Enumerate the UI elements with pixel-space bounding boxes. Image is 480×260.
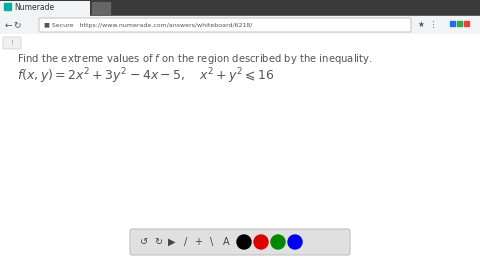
Text: ↺: ↺ bbox=[140, 237, 148, 247]
Bar bbox=[464, 21, 469, 26]
Text: Find the extreme values of $f$ on the region described by the inequality.: Find the extreme values of $f$ on the re… bbox=[17, 52, 372, 66]
Bar bbox=[457, 21, 462, 26]
Circle shape bbox=[271, 235, 285, 249]
Text: !: ! bbox=[11, 40, 13, 46]
Bar bbox=[0, 0, 480, 16]
Circle shape bbox=[254, 235, 268, 249]
Text: $f(x, y) = 2x^2 + 3y^2 - 4x - 5,\quad x^2 + y^2 \leqslant 16$: $f(x, y) = 2x^2 + 3y^2 - 4x - 5,\quad x^… bbox=[17, 66, 275, 86]
FancyBboxPatch shape bbox=[0, 1, 90, 16]
FancyBboxPatch shape bbox=[3, 37, 21, 49]
Text: \: \ bbox=[210, 237, 214, 247]
Text: ■ Secure   https://www.numerade.com/answers/whiteboard/6218/: ■ Secure https://www.numerade.com/answer… bbox=[44, 23, 252, 28]
Circle shape bbox=[237, 235, 251, 249]
Bar bbox=[4, 3, 11, 10]
Text: A: A bbox=[223, 237, 229, 247]
Text: ▶: ▶ bbox=[168, 237, 176, 247]
Circle shape bbox=[288, 235, 302, 249]
FancyBboxPatch shape bbox=[39, 18, 411, 32]
Text: ↻: ↻ bbox=[13, 21, 21, 29]
Bar bbox=[92, 2, 110, 14]
Bar bbox=[0, 16, 480, 34]
Text: /: / bbox=[184, 237, 188, 247]
Bar bbox=[0, 34, 480, 260]
Text: ★  ⋮: ★ ⋮ bbox=[418, 21, 437, 29]
Bar bbox=[450, 21, 455, 26]
Text: +: + bbox=[194, 237, 202, 247]
Text: Numerade: Numerade bbox=[14, 3, 54, 12]
Text: ←: ← bbox=[5, 21, 12, 29]
FancyBboxPatch shape bbox=[130, 229, 350, 255]
Text: ↻: ↻ bbox=[154, 237, 162, 247]
